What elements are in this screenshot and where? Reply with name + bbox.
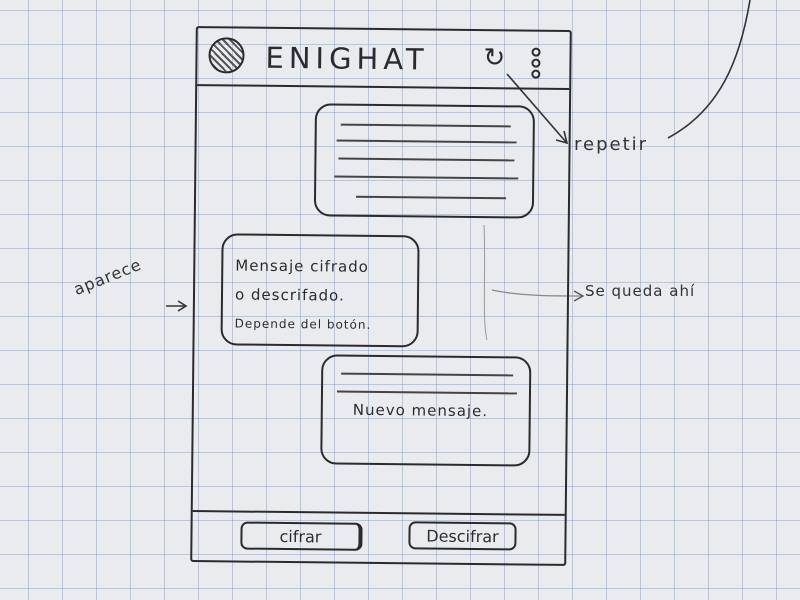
bubble-text-line-3: Depende del botón. xyxy=(234,316,372,332)
placeholder-line xyxy=(334,175,519,180)
placeholder-line xyxy=(341,372,514,377)
bottom-bar: cifrar Descifrar xyxy=(192,510,565,564)
bubble-text: Mensaje cifrado o descrifado. Depende de… xyxy=(235,251,373,339)
bubble-text-line-2: o descrifado. xyxy=(234,285,345,305)
cifrar-button[interactable]: cifrar xyxy=(240,521,363,551)
placeholder-line xyxy=(338,157,515,162)
annotation-se-queda-ahi: Se queda ahí xyxy=(585,282,696,300)
aparece-arrowhead xyxy=(177,300,188,312)
message-bubble-incoming xyxy=(313,103,536,219)
queda-arrowhead xyxy=(573,290,585,302)
new-message-text: Nuevo mensaje. xyxy=(352,400,489,421)
bubble-text-line-1: Mensaje cifrado xyxy=(235,256,370,276)
annotation-repetir: repetir xyxy=(574,134,649,155)
placeholder-line xyxy=(336,390,517,395)
placeholder-line xyxy=(336,139,517,144)
phone-frame: ENIGHAT ↻ Mensaje cifrado o descrifado. … xyxy=(190,26,572,566)
placeholder-line xyxy=(340,123,511,128)
placeholder-line xyxy=(356,195,507,200)
repeat-icon[interactable]: ↻ xyxy=(483,43,506,74)
app-title: ENIGHAT xyxy=(265,40,429,77)
kebab-menu-icon[interactable] xyxy=(531,47,541,81)
message-bubble-result: Mensaje cifrado o descrifado. Depende de… xyxy=(220,233,420,348)
app-bar: ENIGHAT ↻ xyxy=(197,28,570,90)
annotation-aparece: aparece xyxy=(70,254,145,299)
curve-stroke xyxy=(667,0,751,139)
avatar[interactable] xyxy=(208,37,245,74)
descifrar-button[interactable]: Descifrar xyxy=(408,521,517,551)
message-bubble-new[interactable]: Nuevo mensaje. xyxy=(320,354,532,467)
